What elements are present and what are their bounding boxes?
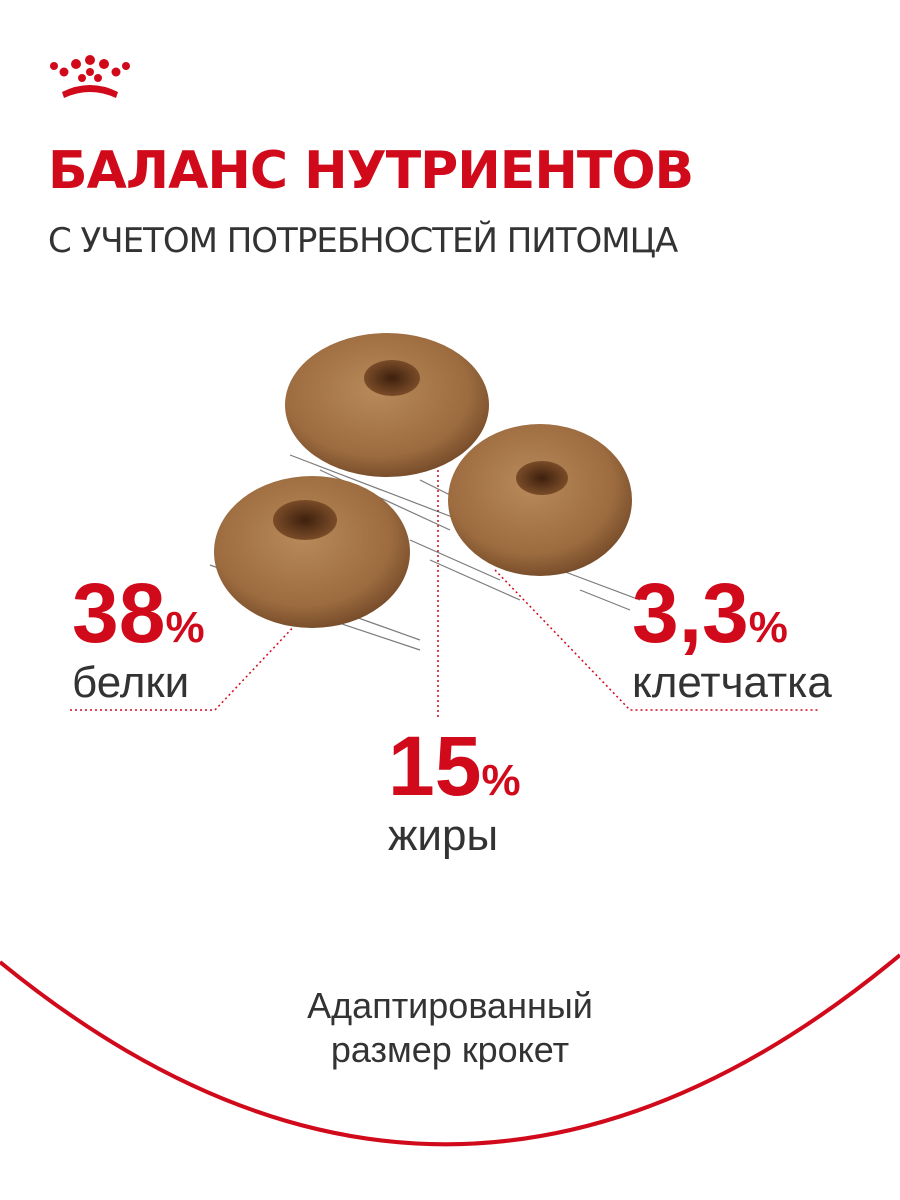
leader-line: [70, 619, 301, 711]
footer-text: размер крокет: [331, 1029, 569, 1070]
nutrient-value: 15%: [388, 719, 521, 813]
nutrient-value: 3,3%: [632, 566, 788, 660]
subtitle: С УЧЕТОМ ПОТРЕБНОСТЕЙ ПИТОМЦА: [48, 220, 678, 261]
arc: [0, 953, 900, 1147]
nutrient-label: белки: [72, 658, 189, 707]
kibbles: [214, 333, 632, 628]
nutrient-value: 38%: [72, 566, 205, 660]
nutrient-label: жиры: [388, 811, 498, 860]
title: БАЛАНС НУТРИЕНТОВ: [48, 141, 693, 201]
logo: [50, 55, 130, 98]
leader-line: [494, 569, 820, 711]
nutrient-label: клетчатка: [632, 658, 832, 707]
footer-text: Адаптированный: [307, 985, 593, 1026]
